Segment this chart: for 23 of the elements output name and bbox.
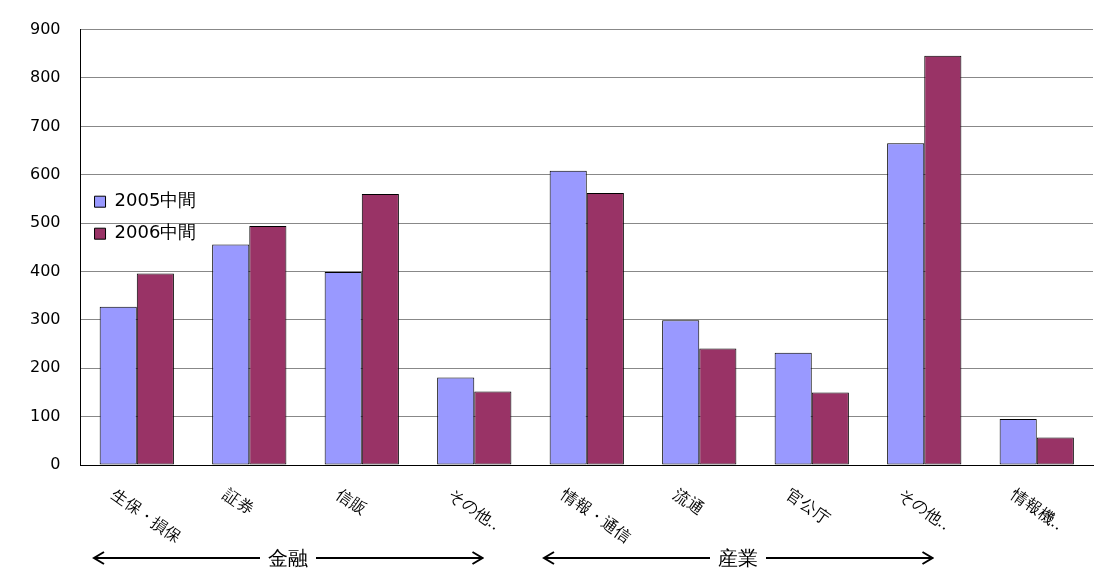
y-tick-label: 900	[29, 18, 61, 38]
legend-label: 2006中間	[114, 221, 197, 243]
y-tick-label: 200	[29, 357, 61, 377]
x-tick-label: 証券	[219, 485, 258, 521]
x-tick-label: 流通	[669, 485, 708, 521]
x-tick-label: 信販	[331, 485, 370, 521]
y-tick-label: 800	[29, 67, 61, 87]
text: 金融	[260, 544, 317, 572]
y-tick-label: 100	[29, 405, 61, 425]
y-tick-label: 0	[50, 454, 61, 474]
x-tick-label: その他‥	[444, 485, 505, 536]
y-tick-label: 600	[29, 163, 61, 183]
legend-label: 2005中間	[114, 189, 197, 211]
x-tick-label: その他‥	[894, 485, 955, 536]
y-tick-label: 700	[29, 115, 61, 135]
y-tick-label: 300	[29, 309, 61, 329]
text: 産業	[710, 544, 766, 572]
x-tick-label: 情報・通信	[556, 485, 635, 549]
y-tick-label: 500	[29, 212, 61, 232]
x-tick-label: 生保・損保	[106, 485, 185, 549]
x-tick-label: 情報機‥	[1006, 485, 1067, 536]
x-tick-label: 官公庁	[781, 485, 834, 530]
y-tick-label: 400	[29, 260, 61, 280]
